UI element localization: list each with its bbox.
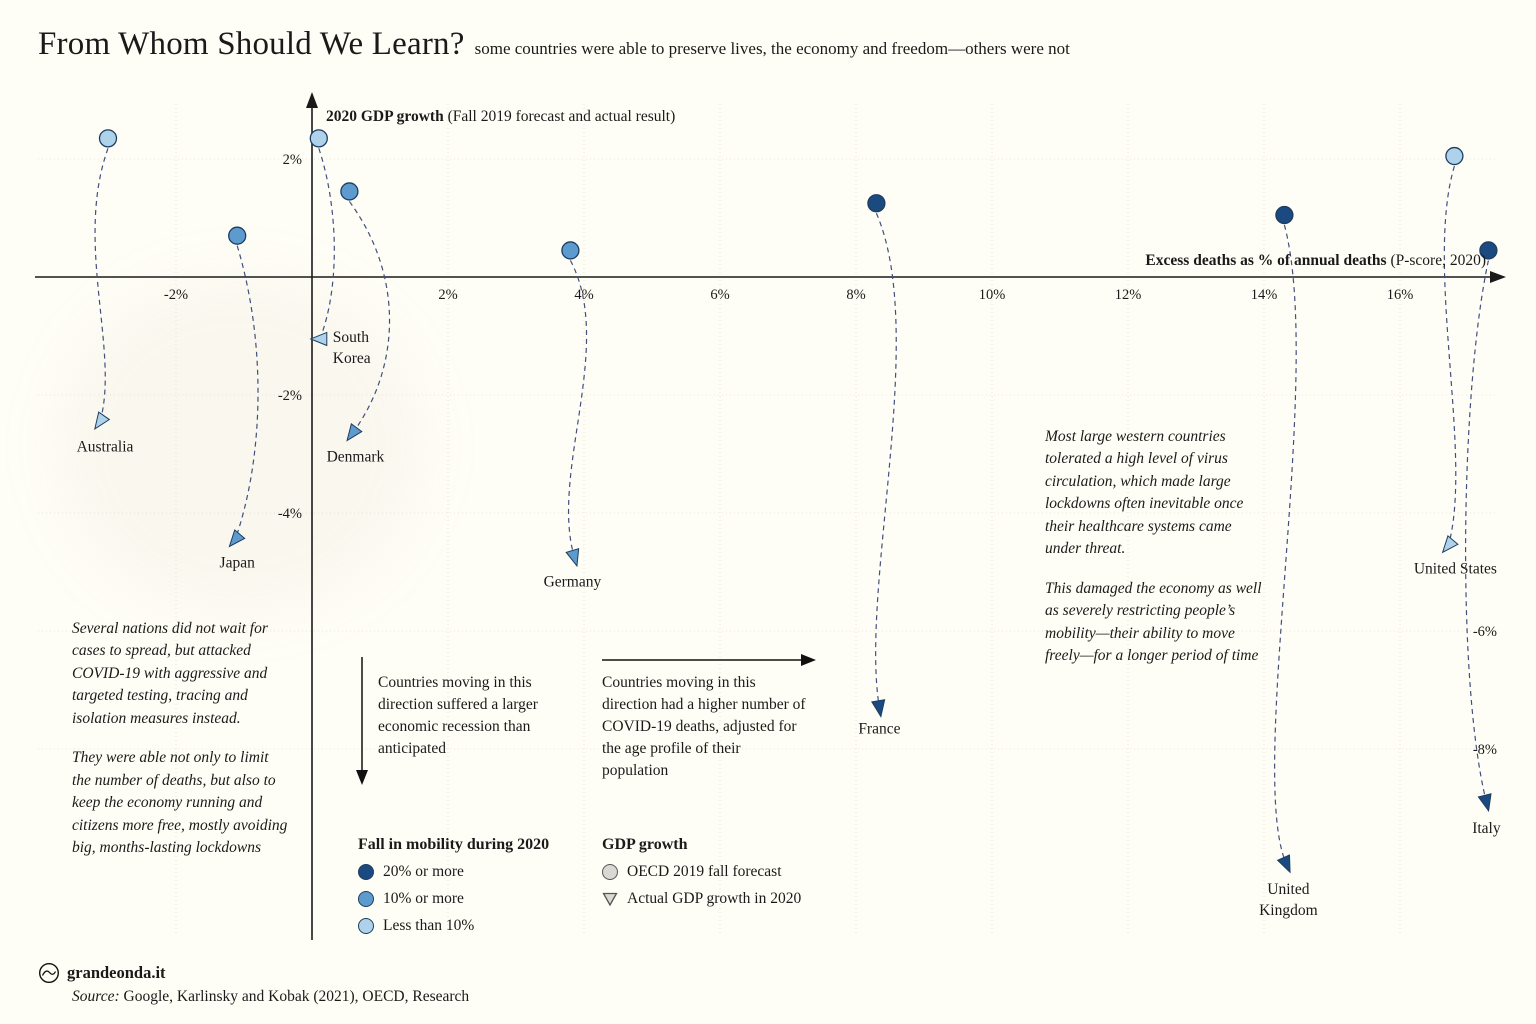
actual-marker-germany bbox=[565, 548, 580, 568]
legend-gdp-title: GDP growth bbox=[602, 836, 688, 853]
country-label-france: France bbox=[858, 721, 900, 738]
down-arrow-icon bbox=[356, 657, 368, 785]
country-label-italy: Italy bbox=[1472, 820, 1501, 837]
right-arrow-caption: Countries moving in this direction had a… bbox=[602, 674, 806, 779]
x-tick-label: -2% bbox=[164, 287, 188, 303]
forecast-marker-australia bbox=[98, 129, 118, 148]
actual-marker-japan bbox=[228, 529, 246, 548]
x-tick-label: 10% bbox=[979, 287, 1006, 303]
legend-mobility-item-20-label: 20% or more bbox=[383, 863, 464, 880]
legend-mobility-item-10: 10% or more bbox=[358, 890, 549, 908]
forecast-marker-denmark bbox=[340, 182, 359, 201]
country-label-united-states: United States bbox=[1414, 560, 1497, 577]
country-label-germany: Germany bbox=[544, 573, 602, 590]
x-axis-title-paren: (P-score, 2020) bbox=[1386, 252, 1486, 269]
y-tick-label: -4% bbox=[278, 506, 302, 522]
page-subtitle: some countries were able to preserve liv… bbox=[474, 39, 1070, 58]
x-axis-title-main: Excess deaths as % of annual deaths bbox=[1145, 252, 1387, 269]
x-tick-label: 12% bbox=[1115, 287, 1142, 303]
mobility-less10-dot-icon bbox=[358, 918, 374, 934]
trajectory-australia bbox=[94, 148, 109, 422]
legend-gdp-item-forecast: OECD 2019 fall forecast bbox=[602, 863, 801, 881]
trajectory-south-korea bbox=[318, 148, 335, 340]
actual-marker-denmark bbox=[346, 423, 363, 442]
trajectory-united-states bbox=[1443, 165, 1457, 546]
country-label-denmark: Denmark bbox=[327, 448, 385, 465]
legend-mobility-title: Fall in mobility during 2020 bbox=[358, 836, 550, 853]
footer-brand: grandeonda.it bbox=[38, 962, 166, 984]
annotation-left-paragraph-2: They were able not only to limit the num… bbox=[72, 749, 288, 857]
legend-mobility-item-less10-label: Less than 10% bbox=[383, 917, 475, 934]
legend-mobility: Fall in mobility during 2020 20% or more… bbox=[358, 836, 549, 944]
annotation-left: Several nations did not wait for cases t… bbox=[72, 618, 290, 877]
annotation-right-paragraph-1: Most large western countries tolerated a… bbox=[1045, 428, 1244, 558]
country-label-south-korea: South Korea bbox=[333, 329, 371, 367]
y-tick-label: 2% bbox=[283, 152, 302, 168]
trajectory-united-kingdom bbox=[1274, 224, 1297, 865]
x-tick-label: 14% bbox=[1251, 287, 1278, 303]
trajectory-italy bbox=[1465, 260, 1489, 803]
x-tick-label: 6% bbox=[710, 287, 729, 303]
y-tick-label: -2% bbox=[278, 388, 302, 404]
y-axis-title: 2020 GDP growth (Fall 2019 forecast and … bbox=[326, 108, 675, 126]
forecast-circle-icon bbox=[602, 864, 618, 880]
source-label: Source: bbox=[72, 988, 120, 1005]
page-title: From Whom Should We Learn? bbox=[38, 26, 465, 62]
forecast-marker-united-kingdom bbox=[1275, 205, 1294, 225]
legend-mobility-item-20: 20% or more bbox=[358, 863, 549, 881]
y-axis-arrowhead-icon bbox=[306, 92, 318, 108]
forecast-marker-italy bbox=[1479, 241, 1498, 260]
x-tick-label: 2% bbox=[438, 287, 457, 303]
brand-name: grandeonda.it bbox=[67, 963, 166, 982]
country-label-japan: Japan bbox=[220, 555, 256, 572]
country-label-united-kingdom: United Kingdom bbox=[1259, 881, 1318, 919]
actual-marker-france bbox=[871, 699, 886, 718]
header: From Whom Should We Learn? some countrie… bbox=[38, 26, 1070, 63]
actual-marker-australia bbox=[94, 411, 111, 431]
forecast-marker-france bbox=[867, 194, 886, 213]
trajectory-france bbox=[875, 213, 897, 708]
x-tick-label: 4% bbox=[574, 287, 593, 303]
x-tick-label: 16% bbox=[1387, 287, 1414, 303]
source-text: Google, Karlinsky and Kobak (2021), OECD… bbox=[119, 988, 470, 1005]
actual-triangle-icon bbox=[602, 892, 618, 907]
legend-gdp: GDP growth OECD 2019 fall forecast Actua… bbox=[602, 836, 801, 917]
legend-gdp-item-forecast-label: OECD 2019 fall forecast bbox=[627, 863, 782, 880]
grandeonda-logo-icon bbox=[38, 962, 60, 984]
legend-mobility-item-less10: Less than 10% bbox=[358, 917, 549, 935]
forecast-marker-south-korea bbox=[309, 129, 328, 148]
trajectory-japan bbox=[234, 245, 259, 540]
x-tick-label: 8% bbox=[846, 287, 865, 303]
mobility-10-dot-icon bbox=[358, 891, 374, 907]
forecast-marker-united-states bbox=[1445, 146, 1464, 166]
y-tick-label: -8% bbox=[1473, 742, 1497, 758]
down-arrow-caption: Countries moving in this direction suffe… bbox=[378, 674, 538, 757]
annotation-left-paragraph-1: Several nations did not wait for cases t… bbox=[72, 620, 268, 727]
forecast-marker-germany bbox=[561, 241, 580, 260]
y-axis-title-main: 2020 GDP growth bbox=[326, 108, 444, 125]
country-label-australia: Australia bbox=[77, 439, 134, 456]
trajectory-denmark bbox=[348, 201, 391, 434]
trajectory-germany bbox=[567, 260, 588, 558]
y-axis-title-paren: (Fall 2019 forecast and actual result) bbox=[443, 108, 676, 125]
annotation-right-paragraph-2: This damaged the economy as well as seve… bbox=[1045, 579, 1262, 665]
annotation-right: Most large western countries tolerated a… bbox=[1045, 426, 1271, 685]
forecast-marker-japan bbox=[228, 226, 247, 245]
legend-gdp-item-actual-label: Actual GDP growth in 2020 bbox=[627, 890, 802, 907]
actual-marker-united-states bbox=[1441, 535, 1459, 554]
x-axis-arrowhead-icon bbox=[1490, 271, 1506, 283]
right-arrow-icon bbox=[602, 654, 816, 666]
y-tick-label: -6% bbox=[1473, 624, 1497, 640]
actual-marker-italy bbox=[1477, 793, 1492, 813]
legend-gdp-item-actual: Actual GDP growth in 2020 bbox=[602, 890, 801, 908]
x-axis-title: Excess deaths as % of annual deaths (P-s… bbox=[1145, 252, 1486, 270]
actual-marker-united-kingdom bbox=[1276, 854, 1291, 874]
actual-marker-south-korea bbox=[309, 331, 328, 347]
source-line: Source: Google, Karlinsky and Kobak (202… bbox=[72, 988, 469, 1006]
legend-mobility-item-10-label: 10% or more bbox=[383, 890, 464, 907]
mobility-20-dot-icon bbox=[358, 864, 374, 880]
background-watermark bbox=[55, 275, 425, 615]
